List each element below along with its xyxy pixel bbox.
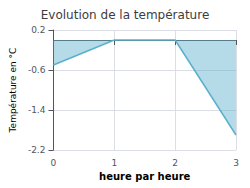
svg-text:0: 0: [51, 158, 57, 168]
svg-text:2: 2: [172, 158, 178, 168]
svg-text:heure par heure: heure par heure: [99, 171, 190, 182]
svg-text:-1.4: -1.4: [28, 105, 46, 115]
svg-text:-0.6: -0.6: [28, 65, 46, 75]
svg-text:-2.2: -2.2: [28, 145, 46, 155]
svg-text:Evolution de la température: Evolution de la température: [41, 8, 210, 22]
svg-text:0.2: 0.2: [31, 25, 45, 35]
svg-text:Température en °C: Température en °C: [8, 48, 18, 134]
svg-text:3: 3: [233, 158, 239, 168]
svg-text:1: 1: [111, 158, 117, 168]
